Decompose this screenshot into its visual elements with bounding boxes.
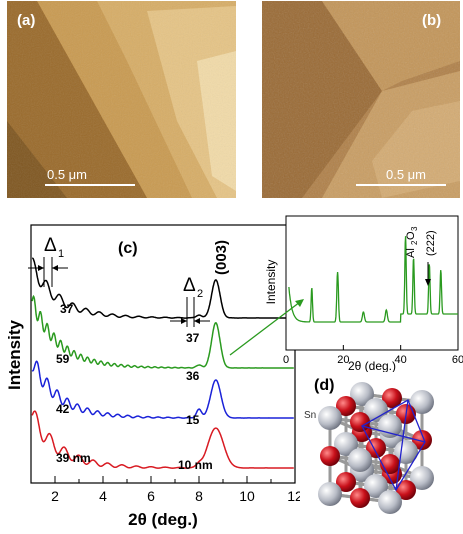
inset-x-tick-label: 60 — [452, 354, 463, 366]
te-label: Te — [306, 458, 317, 469]
inset-frame — [285, 215, 459, 351]
thickness-left-4: 39 nm — [56, 451, 91, 465]
thickness-left-1: 37 — [60, 302, 74, 316]
delta2-arrowhead-left — [181, 318, 187, 324]
inset-x-tick-label: 20 — [337, 354, 349, 366]
scale-text-a: 0.5 μm — [47, 167, 87, 182]
sn-atom — [318, 482, 342, 506]
y-axis-title: Intensity — [5, 320, 24, 390]
sn-label: Sn — [304, 410, 316, 421]
inset-x-tick-label: 0 — [283, 354, 289, 366]
thickness-right-3: 15 — [186, 413, 200, 427]
delta1-symbol: Δ — [44, 235, 57, 256]
al2o3-sub3: 3 — [410, 226, 419, 231]
delta2-subscript: 2 — [197, 288, 203, 300]
sn-atom — [378, 414, 402, 438]
te-atom — [350, 488, 370, 508]
thickness-left-2: 59 — [56, 352, 70, 366]
delta2-arrowhead-right — [194, 318, 200, 324]
delta1-arrowhead-left — [38, 265, 44, 271]
thickness-right-1: 37 — [186, 331, 200, 345]
inset-y-title: Intensity — [264, 260, 278, 305]
x-tick-label: 8 — [195, 488, 203, 504]
al2o3-o: O — [405, 231, 417, 240]
te-atom — [396, 480, 416, 500]
afm-image-a: (a) 0.5 μm — [7, 1, 236, 198]
sn-atom — [364, 474, 388, 498]
sn-atom — [410, 466, 434, 490]
al2o3-label: Al 2 O 3 — [405, 226, 419, 258]
x-tick-label: 6 — [147, 488, 155, 504]
peak-label-003: (003) — [213, 240, 230, 275]
sn-atom — [348, 448, 372, 472]
panel-label-a: (a) — [17, 12, 35, 29]
afm-image-b: (b) 0.5 μm — [262, 1, 460, 198]
sn-atom — [334, 432, 358, 456]
inset-curve — [288, 236, 458, 323]
unit-cell-edge — [361, 425, 426, 443]
panel-label-d: (d) — [314, 377, 334, 394]
inset-x-title: 2θ (deg.) — [348, 359, 396, 372]
thickness-right-4: 10 nm — [178, 458, 213, 472]
panel-label-c: (c) — [118, 240, 138, 257]
te-atom — [336, 472, 356, 492]
te-atom — [412, 430, 432, 450]
sn-atom — [364, 398, 388, 422]
sn-atom — [410, 390, 434, 414]
crystal-structure: (d) Sn Te — [304, 377, 434, 514]
x-tick-label: 2 — [51, 488, 59, 504]
delta1-subscript: 1 — [58, 248, 64, 260]
xrd-curve-4 — [31, 410, 294, 469]
x-axis-title: 2θ (deg.) — [128, 510, 198, 529]
al2o3-sub2: 2 — [410, 240, 419, 245]
te-atom — [382, 388, 402, 408]
al2o3-al: Al — [405, 248, 417, 258]
xrd-inset-chart: 0 20 40 60 Intensity 2θ (deg.) Al 2 O 3 (22… — [264, 215, 463, 372]
xrd-curve-2 — [31, 294, 294, 369]
delta1-arrowhead-right — [52, 265, 58, 271]
peak-label-222: (222) — [425, 230, 437, 256]
panel-label-b: (b) — [422, 12, 441, 29]
inset-x-tick-label: 40 — [395, 354, 407, 366]
thickness-right-2: 36 — [186, 369, 200, 383]
xrd-curve-3 — [31, 360, 294, 419]
x-tick-label: 4 — [99, 488, 107, 504]
delta2-symbol: Δ — [183, 275, 196, 296]
x-tick-label: 12 — [287, 488, 300, 504]
te-atom — [336, 396, 356, 416]
sn-atom — [378, 490, 402, 514]
x-tick-label: 10 — [239, 488, 255, 504]
te-atom — [320, 446, 340, 466]
sn-atom — [318, 406, 342, 430]
scale-text-b: 0.5 μm — [386, 167, 426, 182]
unit-cell-edge-2 — [395, 399, 409, 491]
sn-atom — [350, 382, 374, 406]
peak-222-arrowhead — [425, 279, 431, 286]
te-atom — [350, 412, 370, 432]
thickness-left-3: 42 — [56, 402, 70, 416]
xrd-main-chart: 2 4 6 8 10 12 Intensity 2θ (deg.) (c) (003) Δ… — [5, 224, 300, 529]
te-atom — [380, 454, 400, 474]
